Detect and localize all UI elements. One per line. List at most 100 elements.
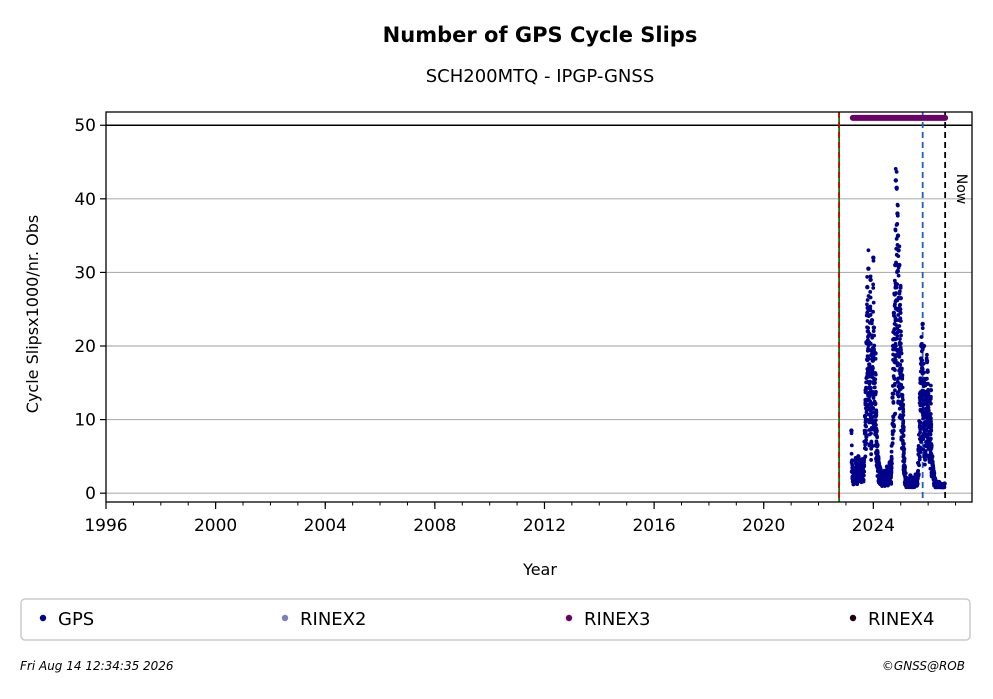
- x-tick-label: 2004: [304, 516, 347, 536]
- gps-point: [849, 451, 854, 456]
- y-tick-label: 50: [74, 116, 96, 136]
- gps-point: [871, 366, 875, 370]
- gps-point: [893, 358, 898, 363]
- x-tick-label: 2020: [742, 516, 785, 536]
- gps-point: [864, 434, 869, 439]
- gps-point: [899, 348, 903, 352]
- gps-point: [897, 244, 902, 249]
- gps-point: [899, 368, 904, 372]
- gps-point: [894, 187, 899, 191]
- gps-point: [889, 454, 894, 459]
- gps-point: [901, 413, 906, 418]
- gps-point: [893, 178, 899, 183]
- gps-point: [866, 356, 871, 361]
- y-tick-label: 0: [85, 484, 96, 504]
- gps-point: [898, 362, 903, 367]
- grid-lines: [106, 124, 972, 494]
- gps-point: [923, 457, 927, 462]
- gps-point: [923, 449, 928, 453]
- gps-point: [869, 441, 874, 445]
- gps-point: [929, 428, 933, 432]
- legend-box: [20, 598, 971, 641]
- gps-point: [925, 368, 930, 373]
- gps-point: [889, 449, 894, 454]
- gps-point: [928, 412, 933, 416]
- gps-point: [864, 438, 868, 442]
- gps-point: [928, 383, 933, 388]
- legend-label: RINEX3: [584, 609, 650, 630]
- gps-point: [869, 446, 874, 451]
- gps-point: [891, 418, 896, 422]
- gps-point: [930, 454, 935, 459]
- gps-point: [866, 326, 870, 330]
- gps-point: [868, 341, 873, 346]
- x-tick-label: 2008: [413, 516, 456, 536]
- gps-point: [861, 479, 866, 484]
- chart-subtitle: SCH200MTQ - IPGP-GNSS: [426, 66, 655, 87]
- gps-point: [867, 331, 872, 336]
- gps-point: [865, 298, 870, 302]
- legend-label: GPS: [58, 609, 94, 630]
- gps-point: [931, 463, 936, 468]
- gps-point: [921, 361, 926, 366]
- gps-point: [893, 318, 898, 323]
- gps-point: [925, 376, 929, 381]
- gps-point: [855, 482, 860, 487]
- gps-point: [866, 266, 871, 271]
- gps-point: [871, 309, 875, 314]
- gps-point: [930, 459, 935, 464]
- gps-point: [926, 408, 931, 413]
- gps-point: [892, 388, 897, 393]
- gps-point: [864, 447, 868, 451]
- gps-point: [862, 463, 867, 468]
- gps-point: [900, 373, 905, 378]
- gps-point: [876, 460, 881, 465]
- gps-point: [921, 437, 926, 442]
- gps-point: [901, 409, 906, 414]
- gps-point: [895, 233, 901, 238]
- gps-point: [894, 170, 899, 174]
- gps-point: [862, 469, 867, 474]
- gps-point: [929, 416, 933, 421]
- gps-point: [873, 372, 878, 377]
- gps-point: [868, 399, 873, 404]
- gps-point: [901, 428, 906, 433]
- gps-point: [868, 385, 873, 390]
- gps-point: [866, 407, 871, 412]
- gps-point: [895, 282, 900, 287]
- gps-point: [873, 356, 878, 361]
- gps-point: [896, 248, 901, 253]
- x-tick-label: 2016: [632, 516, 675, 536]
- gps-point: [899, 329, 903, 334]
- gps-point: [894, 323, 899, 327]
- y-tick-label: 10: [74, 411, 96, 431]
- gps-point: [897, 303, 902, 308]
- gps-point: [871, 258, 876, 263]
- gps-point: [899, 351, 904, 356]
- gps-point: [890, 441, 895, 446]
- gps-point: [866, 248, 871, 253]
- legend-label: RINEX2: [300, 609, 366, 630]
- gps-point: [922, 370, 926, 375]
- gps-point: [925, 359, 930, 363]
- gps-point: [901, 446, 907, 452]
- legend-marker: [39, 614, 47, 622]
- gps-point: [869, 318, 875, 323]
- gps-point: [893, 381, 897, 386]
- gps-point: [899, 358, 904, 363]
- gps-point: [864, 424, 869, 429]
- gps-point: [893, 228, 898, 233]
- gps-point: [890, 395, 895, 400]
- gps-point: [862, 413, 868, 419]
- gps-point: [900, 385, 905, 390]
- y-axis-label: Cycle Slipsx1000/nr. Obs: [23, 215, 42, 413]
- gps-point: [865, 275, 870, 279]
- gps-point: [894, 343, 898, 348]
- gps-point: [892, 412, 897, 417]
- gps-point: [921, 343, 927, 349]
- gps-point: [916, 472, 921, 477]
- gps-point: [861, 473, 866, 478]
- gps-point: [922, 462, 927, 467]
- gps-point: [871, 325, 877, 330]
